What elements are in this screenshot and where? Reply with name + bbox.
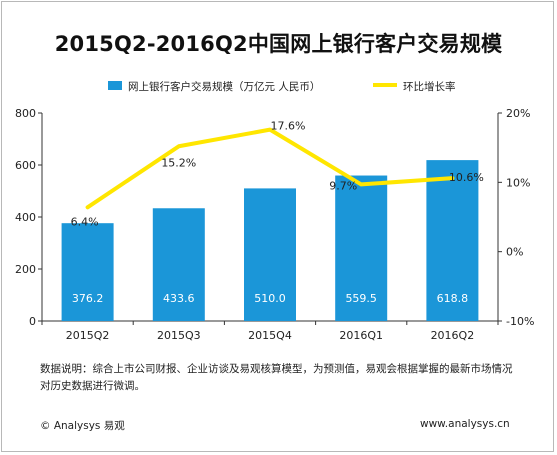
legend-bar-label: 网上银行客户交易规模（万亿元 人民币） [128,80,320,93]
line-value-label: 6.4% [71,215,99,228]
bar [426,160,479,321]
website-url: www.analysys.cn [420,418,510,430]
y-left-tick-label: 0 [29,315,36,328]
x-tick-label: 2015Q4 [248,329,292,342]
bar [244,188,296,321]
bar [61,223,114,321]
y-right-tick-label: 10% [506,176,530,189]
line-value-label: 17.6% [271,120,306,133]
y-right-tick-label: -10% [506,315,534,328]
y-right-tick-label: 0% [506,246,523,259]
bar-value-label: 559.5 [345,292,377,305]
x-tick-label: 2015Q2 [66,329,110,342]
y-right-tick-label: 20% [506,107,530,120]
line-value-label: 9.7% [329,179,357,192]
bar-value-label: 510.0 [254,292,286,305]
y-left-tick-label: 200 [15,263,36,276]
bar [152,208,205,321]
legend-line-label: 环比增长率 [403,80,456,93]
chart-title: 2015Q2-2016Q2中国网上银行客户交易规模 [54,32,503,56]
bar-value-label: 376.2 [72,292,104,305]
x-tick-label: 2015Q3 [157,329,201,342]
bar-value-label: 433.6 [163,292,195,305]
growth-rate-line [85,127,455,210]
bar-value-label: 618.8 [437,292,469,305]
x-tick-label: 2016Q2 [431,329,475,342]
y-left-tick-label: 400 [15,211,36,224]
copyright-text: © Analysys 易观 [40,420,125,432]
y-left-tick-label: 800 [15,107,36,120]
legend-bar-swatch [108,81,122,90]
bar [335,175,388,321]
line-value-label: 15.2% [161,156,196,169]
x-tick-label: 2016Q1 [339,329,383,342]
y-left-tick-label: 600 [15,159,36,172]
line-value-label: 10.6% [449,171,484,184]
data-note: 数据说明：综合上市公司财报、企业访谈及易观核算模型，为预测值，易观会根据掌握的最… [40,363,513,392]
